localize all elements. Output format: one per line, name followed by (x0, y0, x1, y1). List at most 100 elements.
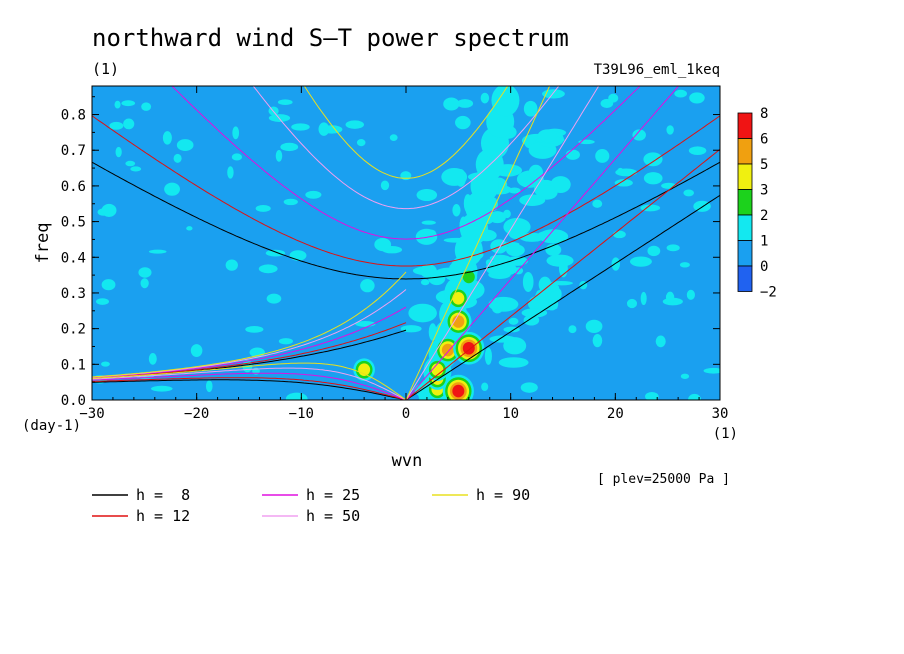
contour-patch (521, 308, 548, 318)
contour-patch (519, 194, 546, 206)
contour-patch (277, 99, 293, 106)
contour-patch (686, 289, 695, 300)
contour-patch (491, 302, 504, 314)
contour-band (491, 86, 520, 117)
colorbar-label: 3 (760, 183, 768, 199)
contour-patch (231, 153, 243, 161)
legend-label: h = 90 (476, 486, 530, 504)
contour-patch (285, 392, 308, 400)
contour-patch (680, 373, 690, 379)
experiment-label: T39L96_eml_1keq (594, 62, 720, 78)
contour-patch (632, 129, 646, 141)
contour-patch (592, 334, 603, 348)
y-tick-label: 0.1 (61, 357, 86, 373)
contour-patch (374, 237, 392, 252)
contour-patch (421, 220, 436, 225)
legend: h = 8 h = 12 h = 25 h = 50 h = 90 (92, 486, 530, 525)
mrg-curve (92, 306, 407, 378)
contour-patch (565, 149, 580, 160)
rossby-curve (92, 377, 407, 400)
level-note: [ plev=25000 Pa ] (597, 472, 730, 487)
contour-patch (400, 171, 412, 181)
colorbar-label: 1 (760, 234, 768, 250)
mrg-curve (92, 271, 407, 378)
contour-patch (640, 204, 661, 212)
contour-patch (666, 244, 680, 252)
contour-patch (130, 166, 142, 172)
rossby-curve (92, 379, 407, 400)
contour-patch (568, 325, 577, 334)
contour-patch (291, 123, 310, 131)
contour-patch (115, 146, 122, 158)
contour-patch (305, 190, 322, 199)
y-unit-label: (day-1) (22, 418, 81, 434)
x-tick-label: −30 (79, 406, 104, 422)
contour-patch (278, 338, 294, 345)
contour-patch (148, 249, 167, 254)
contour-patch (441, 167, 468, 186)
contour-patch (689, 92, 705, 104)
colorbar-swatch (737, 163, 753, 190)
contour-patch (643, 172, 663, 185)
peak-ring (462, 270, 475, 284)
contour-patch (150, 385, 173, 392)
contour-patch (538, 229, 569, 244)
contour-patch (140, 278, 149, 289)
contour-patch (289, 250, 307, 261)
contour-patch (176, 139, 194, 152)
contour-patch (345, 120, 365, 129)
y-axis-label: freq (33, 223, 53, 264)
contour-patch (647, 245, 661, 257)
y-tick-label: 0.6 (61, 179, 86, 195)
contour-patch (488, 211, 506, 224)
y-tick-label: 0.7 (61, 143, 86, 159)
contour-patch (456, 99, 474, 108)
y-axis: 0.0 0.1 0.2 0.3 0.4 0.5 0.6 0.7 0.8 (61, 96, 720, 409)
contour-patch (608, 93, 619, 103)
colorbar-label: −2 (760, 285, 777, 301)
units-label: (1) (92, 60, 119, 78)
contour-patch (455, 115, 471, 130)
contour-patch (536, 184, 558, 200)
contour-patch (655, 335, 666, 348)
contour-patch (503, 217, 531, 236)
contour-patch (452, 204, 461, 217)
contour-patch (443, 97, 460, 111)
spectral-peaks (353, 268, 485, 400)
contour-patch (523, 314, 540, 326)
contour-patch (506, 244, 525, 257)
contour-patch (679, 262, 690, 268)
y-tick-label: 0.0 (61, 393, 86, 409)
x-tick-label: 20 (607, 406, 624, 422)
contour-patch (489, 254, 511, 262)
contour-patch (643, 152, 663, 167)
contour-patch (125, 160, 136, 167)
contour-patch (626, 298, 638, 309)
contour-patch (101, 361, 110, 367)
peak-ring (452, 292, 465, 305)
contour-patch (95, 298, 110, 305)
contour-patch (481, 382, 489, 392)
contour-patch (611, 257, 621, 271)
colorbar-swatch (737, 112, 753, 139)
kelvin-curve (405, 148, 720, 400)
contour-patch (666, 125, 674, 135)
colorbar-swatch (737, 265, 753, 292)
contour-patch (528, 164, 544, 181)
contour-patch (225, 259, 238, 271)
contour-patch (408, 303, 437, 323)
gravity-curve (171, 86, 641, 240)
contour-patch (520, 382, 538, 393)
peak-ring (431, 363, 444, 376)
colorbar-label: 8 (760, 106, 768, 122)
contour-patch (523, 100, 538, 117)
chart-title: northward wind S—T power spectrum (92, 24, 569, 52)
contour-patch (537, 129, 558, 143)
contour-patch (283, 198, 298, 206)
contour-patch (164, 182, 180, 196)
contour-patch (592, 199, 603, 208)
contour-patch (645, 391, 659, 400)
gravity-curve (92, 161, 720, 280)
contour-patch (420, 279, 430, 286)
kelvin-curve (405, 86, 551, 400)
